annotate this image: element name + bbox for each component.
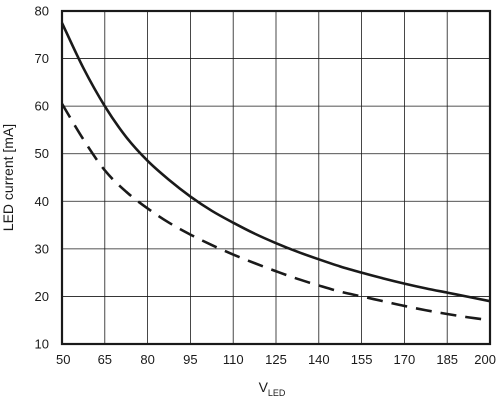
y-tick-label-20: 20 xyxy=(35,289,49,304)
x-axis-title: VLED xyxy=(259,379,286,398)
x-tick-label-50: 50 xyxy=(56,352,70,367)
y-tick-label-50: 50 xyxy=(35,146,49,161)
y-tick-label-30: 30 xyxy=(35,241,49,256)
y-tick-label-60: 60 xyxy=(35,99,49,114)
y-tick-label-10: 10 xyxy=(35,337,49,352)
x-tick-label-185: 185 xyxy=(436,352,458,367)
x-tick-label-80: 80 xyxy=(140,352,154,367)
y-axis-title: LED current [mA] xyxy=(0,124,16,231)
x-tick-label-200: 200 xyxy=(474,352,496,367)
x-tick-label-170: 170 xyxy=(394,352,416,367)
x-tick-label-155: 155 xyxy=(351,352,373,367)
x-tick-label-95: 95 xyxy=(183,352,197,367)
x-axis-title-subscript: LED xyxy=(268,388,286,398)
y-tick-label-70: 70 xyxy=(35,51,49,66)
plot-frame xyxy=(60,9,492,346)
series-lines xyxy=(60,22,491,322)
x-tick-labels: 50 65 80 95 110 125 140 155 170 185 200 xyxy=(56,352,496,367)
y-tick-labels: 10 20 30 40 50 60 70 80 xyxy=(35,4,49,352)
x-tick-label-125: 125 xyxy=(265,352,287,367)
grid-lines xyxy=(61,10,491,345)
series-line-dashed xyxy=(60,103,491,322)
x-tick-label-65: 65 xyxy=(98,352,112,367)
x-tick-label-140: 140 xyxy=(308,352,330,367)
y-tick-label-40: 40 xyxy=(35,194,49,209)
series-line-solid xyxy=(60,22,491,303)
x-axis-title-main: V xyxy=(259,379,269,395)
y-tick-label-80: 80 xyxy=(35,4,49,19)
x-tick-label-110: 110 xyxy=(223,352,244,367)
